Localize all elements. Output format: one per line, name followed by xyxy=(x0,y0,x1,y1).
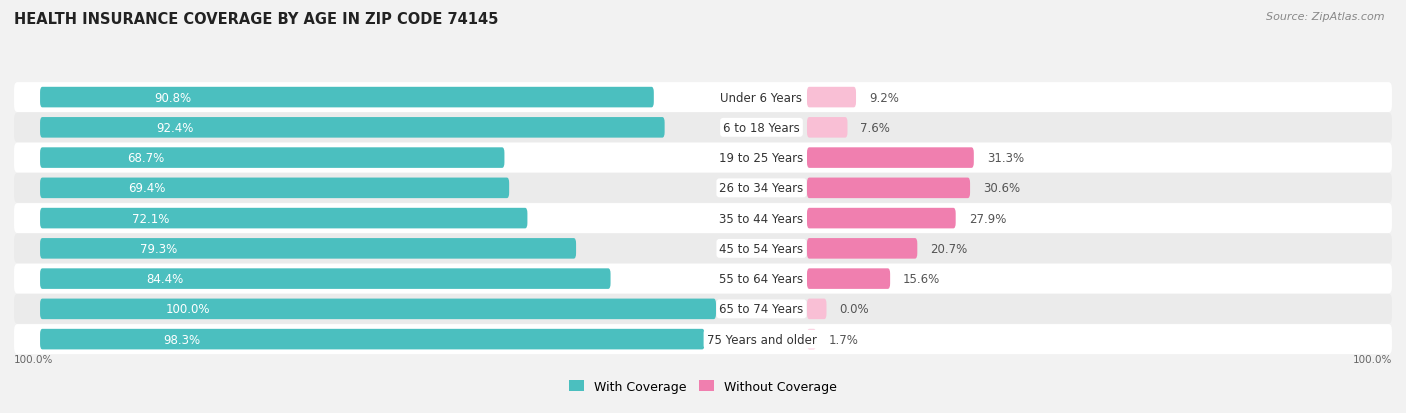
FancyBboxPatch shape xyxy=(14,294,1392,324)
FancyBboxPatch shape xyxy=(807,88,856,108)
Text: 100.0%: 100.0% xyxy=(1353,354,1392,364)
FancyBboxPatch shape xyxy=(39,88,654,108)
FancyBboxPatch shape xyxy=(14,204,1392,233)
Text: 100.0%: 100.0% xyxy=(14,354,53,364)
FancyBboxPatch shape xyxy=(14,113,1392,143)
FancyBboxPatch shape xyxy=(807,118,848,138)
FancyBboxPatch shape xyxy=(39,178,509,199)
Text: 75 Years and older: 75 Years and older xyxy=(707,333,817,346)
FancyBboxPatch shape xyxy=(14,173,1392,203)
Text: 84.4%: 84.4% xyxy=(146,273,184,285)
Text: 15.6%: 15.6% xyxy=(903,273,941,285)
FancyBboxPatch shape xyxy=(39,118,665,138)
Text: 26 to 34 Years: 26 to 34 Years xyxy=(720,182,804,195)
FancyBboxPatch shape xyxy=(39,269,610,289)
Text: 72.1%: 72.1% xyxy=(132,212,169,225)
FancyBboxPatch shape xyxy=(39,148,505,169)
Text: 31.3%: 31.3% xyxy=(987,152,1024,165)
Text: 45 to 54 Years: 45 to 54 Years xyxy=(720,242,804,255)
Text: 98.3%: 98.3% xyxy=(163,333,201,346)
FancyBboxPatch shape xyxy=(39,238,576,259)
FancyBboxPatch shape xyxy=(807,178,970,199)
FancyBboxPatch shape xyxy=(14,234,1392,263)
Text: Under 6 Years: Under 6 Years xyxy=(720,91,803,104)
FancyBboxPatch shape xyxy=(807,238,917,259)
Text: 9.2%: 9.2% xyxy=(869,91,898,104)
FancyBboxPatch shape xyxy=(807,269,890,289)
Text: 68.7%: 68.7% xyxy=(128,152,165,165)
FancyBboxPatch shape xyxy=(807,299,827,319)
Text: 65 to 74 Years: 65 to 74 Years xyxy=(720,303,804,316)
FancyBboxPatch shape xyxy=(807,148,974,169)
FancyBboxPatch shape xyxy=(14,264,1392,294)
Text: 79.3%: 79.3% xyxy=(141,242,177,255)
Text: 69.4%: 69.4% xyxy=(128,182,166,195)
Legend: With Coverage, Without Coverage: With Coverage, Without Coverage xyxy=(564,375,842,398)
Text: 19 to 25 Years: 19 to 25 Years xyxy=(720,152,804,165)
FancyBboxPatch shape xyxy=(14,143,1392,173)
Text: HEALTH INSURANCE COVERAGE BY AGE IN ZIP CODE 74145: HEALTH INSURANCE COVERAGE BY AGE IN ZIP … xyxy=(14,12,499,27)
Text: 92.4%: 92.4% xyxy=(156,121,194,135)
Text: 90.8%: 90.8% xyxy=(155,91,191,104)
FancyBboxPatch shape xyxy=(39,299,716,319)
Text: 30.6%: 30.6% xyxy=(983,182,1021,195)
Text: 0.0%: 0.0% xyxy=(839,303,869,316)
Text: 55 to 64 Years: 55 to 64 Years xyxy=(720,273,804,285)
Text: 35 to 44 Years: 35 to 44 Years xyxy=(720,212,804,225)
FancyBboxPatch shape xyxy=(14,83,1392,113)
Text: 6 to 18 Years: 6 to 18 Years xyxy=(723,121,800,135)
FancyBboxPatch shape xyxy=(39,329,704,349)
Text: 27.9%: 27.9% xyxy=(969,212,1007,225)
Text: 20.7%: 20.7% xyxy=(931,242,967,255)
Text: 7.6%: 7.6% xyxy=(860,121,890,135)
Text: 1.7%: 1.7% xyxy=(830,333,859,346)
FancyBboxPatch shape xyxy=(39,208,527,229)
FancyBboxPatch shape xyxy=(807,329,815,349)
FancyBboxPatch shape xyxy=(807,208,956,229)
Text: Source: ZipAtlas.com: Source: ZipAtlas.com xyxy=(1267,12,1385,22)
Text: 100.0%: 100.0% xyxy=(166,303,209,316)
FancyBboxPatch shape xyxy=(14,324,1392,354)
